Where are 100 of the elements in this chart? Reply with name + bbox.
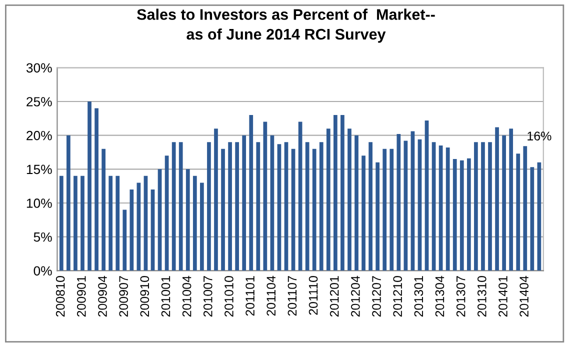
bar <box>354 135 358 271</box>
bar <box>221 148 225 271</box>
bar <box>116 176 120 271</box>
bar <box>305 142 310 271</box>
bar <box>66 135 70 271</box>
bar <box>172 142 176 271</box>
y-tick-label: 25% <box>26 97 52 106</box>
bar <box>200 182 204 271</box>
bar <box>424 120 429 271</box>
bar <box>495 127 499 271</box>
y-tick-label: 15% <box>26 164 52 174</box>
bar <box>298 122 302 271</box>
x-tick-label: 201101 <box>246 276 254 316</box>
bar <box>404 140 408 271</box>
bar <box>382 148 387 271</box>
bar <box>235 142 239 271</box>
x-tick-label: 201304 <box>435 276 444 317</box>
bar <box>340 115 344 271</box>
bar <box>410 131 415 271</box>
bar <box>523 146 528 271</box>
x-tick-label: 201204 <box>351 276 360 317</box>
bar <box>460 160 464 271</box>
bar <box>263 122 268 271</box>
bar <box>256 142 260 271</box>
bar <box>474 142 478 271</box>
bar <box>362 156 366 271</box>
x-tick-label: 201210 <box>393 276 402 317</box>
bar <box>122 210 127 271</box>
bar <box>502 135 506 271</box>
bar <box>59 176 64 271</box>
bar <box>130 189 134 271</box>
bar <box>144 176 148 271</box>
bar <box>537 162 542 271</box>
bar <box>446 148 450 271</box>
x-tick-label: 200901 <box>77 276 86 317</box>
x-tick-label: 201107 <box>288 276 297 316</box>
x-tick-label: 201301 <box>414 276 424 317</box>
x-tick-label: 201201 <box>330 276 339 317</box>
bar <box>319 142 324 271</box>
x-tick-label: 200810 <box>56 276 65 317</box>
bar <box>150 189 155 271</box>
bar <box>214 128 218 271</box>
bar <box>158 169 162 271</box>
bar <box>291 148 296 271</box>
x-tick-label: 201307 <box>456 276 466 317</box>
bar <box>432 142 436 271</box>
bar <box>348 128 352 271</box>
bar <box>192 176 197 271</box>
bar <box>136 182 141 271</box>
x-tick-label: 201110 <box>308 276 318 315</box>
x-tick-label: 201404 <box>520 276 528 317</box>
y-tick-label: 5% <box>34 232 52 242</box>
x-tick-label: 201010 <box>224 276 234 317</box>
bar <box>396 134 401 271</box>
y-tick-label: 20% <box>26 130 52 140</box>
bar <box>312 148 316 271</box>
x-tick-label: 200907 <box>119 276 128 317</box>
bar <box>277 144 282 271</box>
bar <box>80 176 84 271</box>
bar <box>509 128 514 271</box>
x-tick-label: 201401 <box>498 276 508 317</box>
bar <box>481 142 485 271</box>
y-tick-label: 10% <box>26 198 52 208</box>
bar <box>228 142 232 271</box>
chart-title: Sales to Investors as Percent of Market-- as of June 2014 RCI Survey <box>137 8 435 43</box>
bar <box>186 169 190 271</box>
x-tick-label: 201104 <box>266 276 276 316</box>
bar <box>530 167 534 271</box>
x-tick-label: 201004 <box>182 276 192 317</box>
bar <box>326 128 330 271</box>
bar <box>88 102 92 271</box>
bar <box>390 148 394 271</box>
bar <box>102 148 106 271</box>
bar <box>488 142 492 271</box>
x-tick-label: 201007 <box>203 276 212 317</box>
y-tick-label: 30% <box>26 63 52 73</box>
bar <box>207 142 211 271</box>
bar <box>164 156 169 271</box>
bar <box>466 158 471 271</box>
x-tick-label: 200904 <box>98 276 107 317</box>
x-tick-label: 201207 <box>372 276 381 317</box>
x-tick-label: 200910 <box>140 276 150 317</box>
bar <box>178 142 183 271</box>
bar <box>376 162 380 271</box>
x-tick-label: 201310 <box>477 276 486 317</box>
bar <box>516 154 520 271</box>
bar <box>334 115 338 271</box>
bar <box>249 115 254 271</box>
bar <box>368 142 372 271</box>
bar <box>74 176 78 271</box>
bar <box>418 139 422 271</box>
bar <box>284 142 288 271</box>
bar <box>270 135 274 271</box>
bar <box>94 108 98 271</box>
bar <box>242 135 246 271</box>
data-label: 16% <box>528 132 552 140</box>
x-tick-label: 201001 <box>161 276 170 317</box>
bar <box>452 159 457 271</box>
y-tick-label: 0% <box>34 266 52 276</box>
bar <box>438 145 443 271</box>
